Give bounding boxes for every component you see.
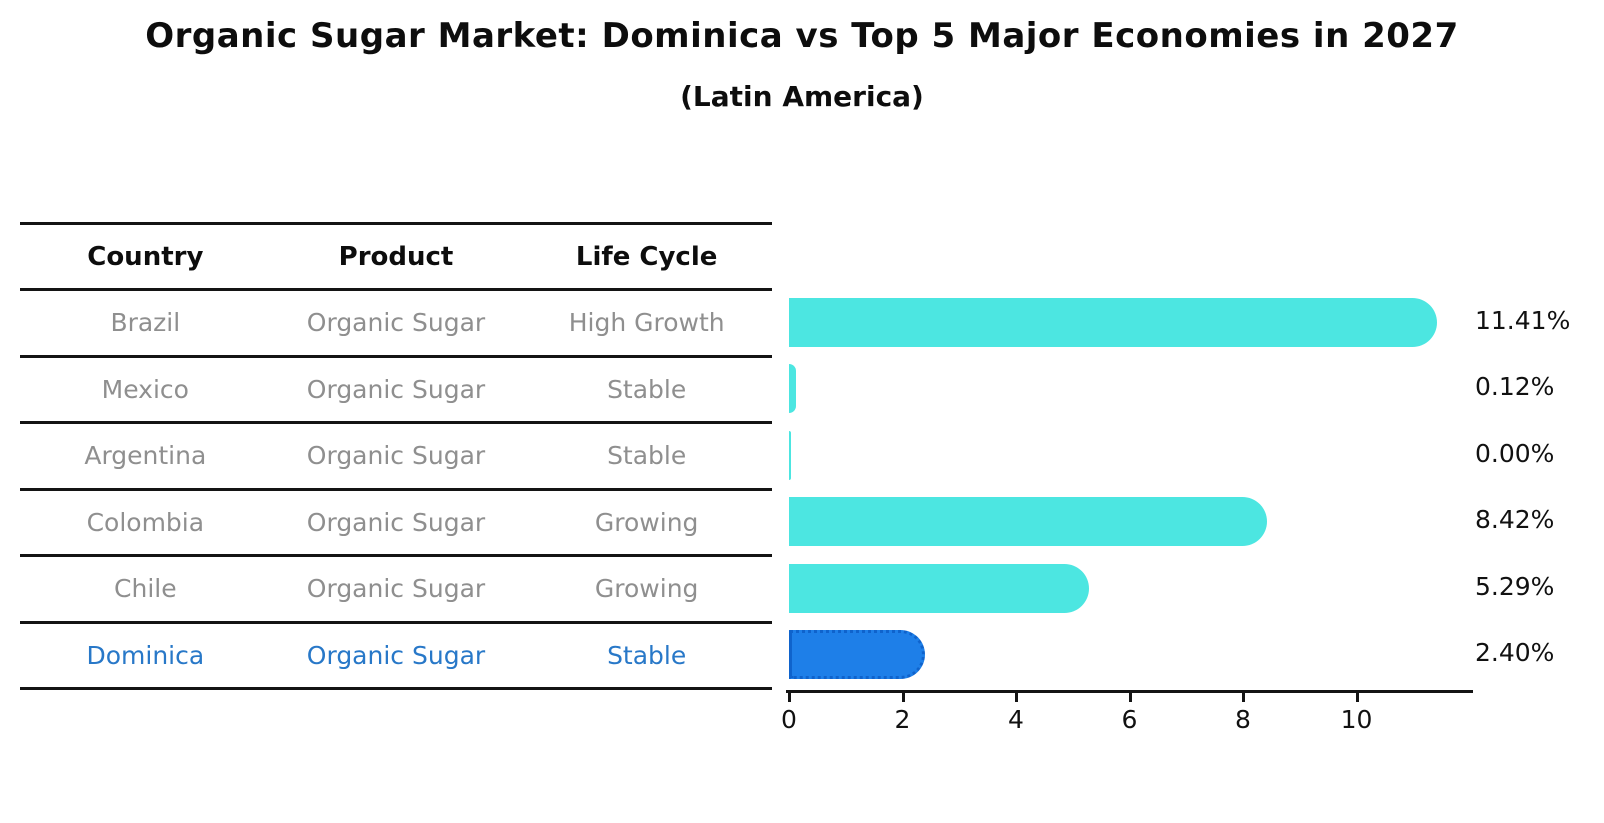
chart-subtitle: (Latin America) [680,80,924,113]
column-header-country: Country [87,241,204,272]
cell-country: Chile [114,574,177,604]
cell-life-cycle: High Growth [568,308,725,338]
cell-product: Organic Sugar [306,574,486,604]
table-row-dominica: Dominica Organic Sugar Stable [20,624,772,690]
cell-country: Brazil [110,308,181,338]
table-row: Argentina Organic Sugar Stable [20,424,772,491]
table-header-row: Country Product Life Cycle [20,225,772,291]
table-row: Brazil Organic Sugar High Growth [20,291,772,358]
cell-life-cycle: Growing [594,574,699,604]
cell-product: Organic Sugar [306,640,486,670]
cell-life-cycle: Stable [607,640,687,670]
bar-chile [789,563,1090,613]
cell-country: Colombia [86,507,205,537]
value-label: 0.12% [1475,372,1555,402]
bar-dominica [789,630,926,680]
x-axis-line [786,690,1473,693]
bar-colombia [789,497,1267,547]
x-axis-tick [1355,693,1359,702]
table-row: Colombia Organic Sugar Growing [20,491,772,557]
column-header-life-cycle: Life Cycle [575,241,718,272]
x-axis-tick [1015,693,1018,702]
value-label: 8.42% [1475,505,1555,535]
cell-product: Organic Sugar [306,374,486,404]
bar-brazil [789,297,1437,347]
bar-mexico [789,364,796,414]
country-table: Country Product Life Cycle Brazil Organi… [20,222,772,690]
cell-country: Argentina [84,441,207,471]
value-label: 11.41% [1475,305,1571,335]
x-axis-tick [1242,693,1245,702]
chart-title: Organic Sugar Market: Dominica vs Top 5 … [145,16,1459,56]
cell-life-cycle: Stable [607,374,687,404]
x-axis-tick [788,693,791,702]
cell-country: Mexico [101,374,189,404]
cell-life-cycle: Growing [594,507,699,537]
x-axis-tick-label: 2 [894,705,911,734]
x-axis-tick-label: 6 [1121,705,1138,734]
x-axis-tick-label: 0 [781,705,797,734]
cell-product: Organic Sugar [306,308,486,338]
bar-chart: 11.41% 0.12% 0.00% 8.42% 5.29% 2.40% 0 2… [781,222,1604,802]
x-axis-tick [901,693,905,702]
value-label: 0.00% [1475,438,1555,468]
x-axis-tick-label: 4 [1008,705,1024,734]
bar-argentina [789,430,791,480]
cell-product: Organic Sugar [306,507,486,537]
column-header-product: Product [338,241,454,272]
value-label: 5.29% [1475,571,1555,601]
cell-country: Dominica [86,640,205,670]
value-label: 2.40% [1475,638,1555,668]
x-axis-tick-label: 8 [1235,705,1251,734]
x-axis-tick-label: 10 [1340,705,1373,734]
x-axis-tick [1128,693,1132,702]
cell-life-cycle: Stable [607,441,687,471]
cell-product: Organic Sugar [306,441,486,471]
table-row: Mexico Organic Sugar Stable [20,358,772,424]
table-row: Chile Organic Sugar Growing [20,557,772,624]
